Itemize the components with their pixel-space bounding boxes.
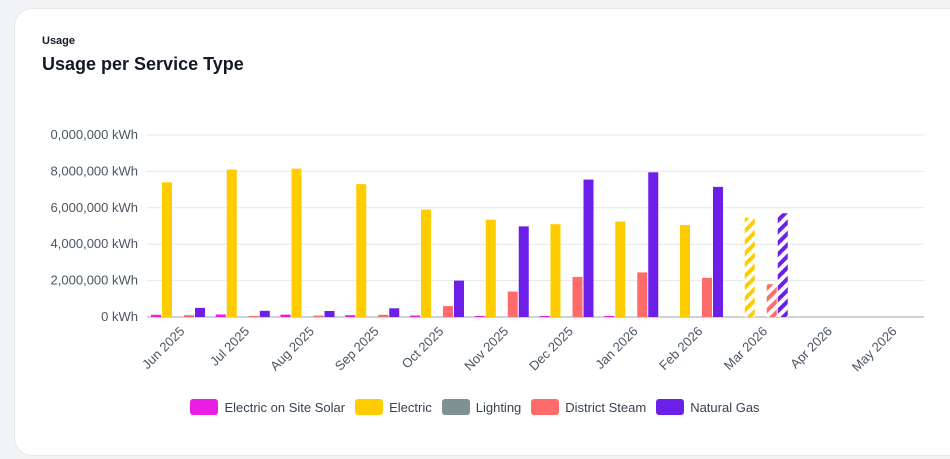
- x-tick-label: Aug 2025: [267, 324, 317, 374]
- bar[interactable]: [648, 172, 659, 317]
- y-axis-ticks: 0 kWh 2,000,000 kWh 4,000,000 kWh 6,000,000…: [51, 127, 138, 324]
- legend-label: District Steam: [565, 399, 647, 415]
- bar[interactable]: [454, 280, 464, 317]
- bars: [151, 168, 788, 317]
- bar[interactable]: [195, 307, 205, 317]
- y-tick-label: 4,000,000 kWh: [51, 236, 138, 251]
- bar[interactable]: [702, 277, 712, 317]
- bar[interactable]: [378, 314, 389, 317]
- bar[interactable]: [410, 315, 420, 317]
- x-tick-label: Sep 2025: [332, 324, 382, 374]
- bar[interactable]: [550, 224, 561, 317]
- bar[interactable]: [259, 310, 270, 317]
- bar[interactable]: [713, 186, 723, 317]
- bar[interactable]: [184, 315, 194, 317]
- bar[interactable]: [215, 314, 226, 317]
- bar[interactable]: [518, 226, 529, 317]
- legend-label: Electric on Site Solar: [224, 399, 346, 415]
- bar[interactable]: [421, 209, 431, 317]
- bar[interactable]: [324, 310, 335, 317]
- bar[interactable]: [572, 276, 583, 317]
- bar[interactable]: [615, 221, 626, 317]
- bar[interactable]: [313, 315, 324, 317]
- bar[interactable]: [356, 184, 367, 317]
- bar[interactable]: [162, 182, 172, 317]
- legend-label: Electric: [389, 399, 432, 415]
- legend-item[interactable]: Lighting: [441, 399, 522, 415]
- legend-label: Lighting: [475, 399, 522, 415]
- bar[interactable]: [604, 316, 615, 317]
- y-tick-label: 2,000,000 kWh: [51, 273, 138, 288]
- x-tick-label: Dec 2025: [526, 324, 576, 374]
- bar[interactable]: [291, 168, 302, 317]
- legend-swatch: [531, 399, 560, 415]
- bar[interactable]: [583, 179, 594, 317]
- bar[interactable]: [226, 169, 237, 317]
- legend-item[interactable]: District Steam: [531, 399, 646, 415]
- bar[interactable]: [474, 316, 485, 317]
- chart-title: Usage per Service Type: [42, 54, 244, 74]
- legend-item[interactable]: Electric on Site Solar: [190, 399, 345, 415]
- x-tick-label: Jun 2025: [139, 324, 187, 372]
- x-axis-ticks: Jun 2025 Jul 2025 Aug 2025 Sep 2025 Oct 2025…: [139, 324, 900, 375]
- x-tick-label: Mar 2026: [721, 324, 770, 373]
- chart-legend: Electric on Site Solar Electric Lighting Di…: [0, 399, 950, 415]
- y-tick-label: 8,000,000 kWh: [51, 163, 138, 178]
- bar[interactable]: [248, 315, 259, 317]
- bar[interactable]: [345, 315, 356, 317]
- x-tick-label: May 2026: [849, 324, 900, 375]
- x-tick-label: Jul 2025: [207, 324, 252, 369]
- x-tick-label: Oct 2025: [399, 324, 447, 372]
- bar[interactable]: [539, 316, 550, 317]
- bar[interactable]: [389, 308, 400, 317]
- x-tick-label: Jan 2026: [592, 324, 640, 372]
- x-tick-label: Nov 2025: [461, 324, 511, 374]
- bar[interactable]: [777, 213, 788, 317]
- legend-swatch: [441, 399, 470, 415]
- x-tick-label: Feb 2026: [656, 324, 705, 373]
- x-tick-label: Apr 2026: [787, 324, 835, 372]
- legend-swatch: [656, 399, 685, 415]
- legend-item[interactable]: Natural Gas: [656, 399, 760, 415]
- bar[interactable]: [485, 219, 496, 317]
- y-tick-label: 0 kWh: [101, 309, 138, 324]
- legend-item[interactable]: Electric: [355, 399, 432, 415]
- bar[interactable]: [637, 272, 648, 317]
- legend-swatch: [355, 399, 384, 415]
- bar[interactable]: [507, 291, 518, 317]
- bar[interactable]: [766, 284, 777, 317]
- card-eyebrow: Usage: [42, 35, 76, 47]
- legend-label: Natural Gas: [690, 399, 760, 415]
- bar[interactable]: [680, 225, 690, 317]
- y-tick-label: 6,000,000 kWh: [51, 200, 138, 215]
- bar[interactable]: [744, 217, 755, 317]
- bar[interactable]: [443, 306, 453, 317]
- y-tick-label: 0,000,000 kWh: [51, 127, 138, 142]
- bar[interactable]: [280, 314, 291, 317]
- grid-lines: [147, 134, 924, 318]
- legend-swatch: [190, 399, 219, 415]
- bar[interactable]: [151, 314, 161, 317]
